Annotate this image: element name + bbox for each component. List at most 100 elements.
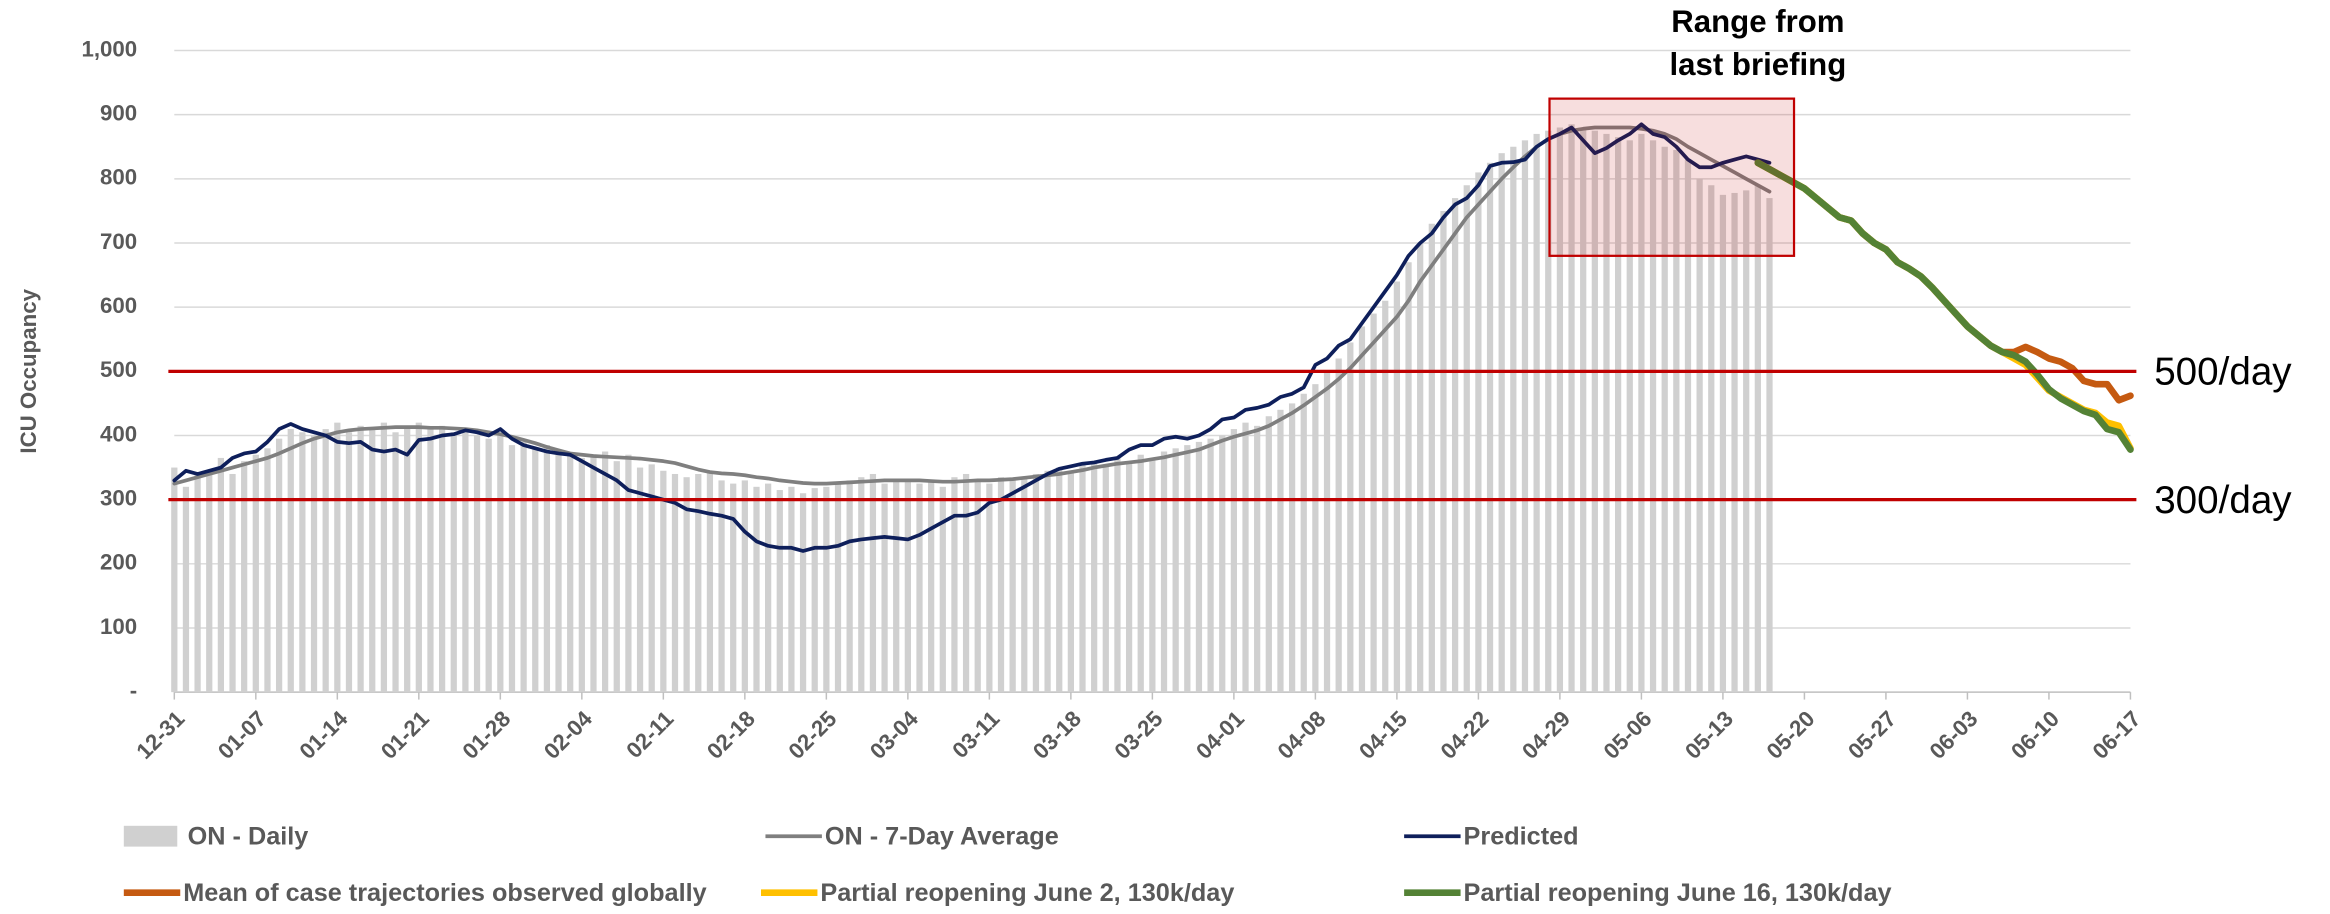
series-line — [1754, 159, 2134, 453]
bar — [1067, 470, 1074, 693]
bar — [1498, 153, 1505, 693]
bar — [1743, 190, 1750, 693]
bar — [1463, 185, 1470, 693]
bar — [310, 435, 318, 693]
x-tick-label: 04-22 — [1436, 706, 1494, 764]
bar — [974, 480, 981, 693]
bar — [811, 488, 818, 693]
bar — [264, 448, 271, 693]
bar — [555, 451, 562, 693]
x-tick-label: 05-06 — [1599, 706, 1657, 764]
bar — [532, 448, 539, 693]
bar — [765, 483, 772, 693]
bar — [1184, 445, 1191, 693]
bar — [1440, 210, 1447, 693]
bar — [625, 454, 632, 693]
annotation-text: last briefing — [1670, 47, 1847, 82]
bar — [287, 429, 294, 693]
y-axis-title: ICU Occupancy — [16, 288, 41, 453]
bar — [613, 461, 620, 693]
bar — [1230, 429, 1237, 693]
bar — [1510, 146, 1517, 693]
y-tick-label: 400 — [100, 421, 137, 446]
x-tick-label: 04-15 — [1354, 706, 1412, 764]
bar — [415, 422, 422, 693]
bar — [1044, 470, 1051, 693]
bar — [1114, 457, 1121, 693]
bar — [660, 470, 667, 693]
bar — [497, 435, 504, 693]
bar — [1160, 451, 1168, 693]
legend-item: ON - 7-Day Average — [765, 822, 1059, 850]
bar — [194, 473, 201, 693]
x-tick-label: 02-18 — [702, 706, 760, 764]
bar — [1649, 140, 1657, 693]
bar — [1754, 185, 1761, 693]
x-tick-label: 03-25 — [1110, 706, 1168, 764]
bar — [893, 480, 900, 693]
x-tick-label: 01-07 — [213, 706, 271, 764]
bar — [1405, 262, 1412, 693]
bar — [1568, 124, 1575, 693]
annotation-text: Range from — [1671, 4, 1844, 39]
bar — [1626, 140, 1633, 693]
bar — [1125, 461, 1133, 693]
x-tick-label: 12-31 — [131, 706, 189, 764]
bar — [241, 461, 248, 693]
x-tick-label: 06-10 — [2006, 706, 2064, 764]
bar — [741, 480, 748, 693]
bar — [392, 432, 399, 693]
bar — [1312, 384, 1319, 693]
bar — [834, 483, 842, 693]
bar — [206, 470, 213, 693]
bar — [997, 477, 1005, 693]
bar — [590, 454, 597, 693]
series-line — [172, 122, 1772, 553]
bar — [299, 432, 306, 693]
legend-label: Partial reopening June 2, 130k/day — [820, 879, 1234, 907]
bar — [1021, 477, 1028, 693]
bar — [1102, 464, 1109, 693]
bar — [1009, 480, 1016, 693]
bar — [404, 425, 411, 693]
legend-swatch — [123, 825, 178, 847]
bar — [730, 483, 737, 693]
bar — [916, 483, 923, 693]
bar — [1137, 454, 1144, 693]
bar — [776, 490, 783, 693]
bar — [962, 473, 970, 693]
reference-label: 500/day — [2154, 350, 2292, 393]
bar — [1347, 342, 1354, 693]
bar — [578, 457, 585, 693]
bar — [357, 425, 364, 693]
x-tick-label: 03-11 — [947, 706, 1004, 763]
bar — [1277, 409, 1284, 693]
bar — [928, 480, 935, 693]
bar — [1032, 473, 1040, 693]
bar — [788, 486, 795, 693]
bar — [636, 467, 644, 693]
y-tick-label: 800 — [100, 165, 137, 190]
x-tick-label: 06-17 — [2088, 706, 2146, 764]
legend-label: ON - 7-Day Average — [825, 822, 1059, 850]
bar — [602, 451, 609, 693]
bar — [1591, 130, 1598, 693]
bar — [881, 483, 888, 693]
x-tick-label: 05-20 — [1762, 706, 1820, 764]
bar — [753, 486, 760, 693]
bar — [1382, 300, 1389, 693]
bar — [1533, 133, 1540, 693]
bar — [1195, 441, 1203, 693]
bar — [567, 454, 574, 693]
x-tick-label: 04-01 — [1191, 706, 1249, 764]
x-tick-label: 01-14 — [294, 706, 352, 764]
legend-item: Partial reopening June 16, 130k/day — [1404, 879, 1892, 907]
bar — [520, 441, 527, 693]
legend-label: Mean of case trajectories observed globa… — [183, 879, 706, 907]
y-tick-label: 100 — [100, 614, 137, 639]
bar — [450, 432, 457, 693]
bar — [1207, 438, 1214, 693]
x-tick-label: 03-18 — [1028, 706, 1086, 764]
legend-item: Predicted — [1404, 822, 1579, 850]
